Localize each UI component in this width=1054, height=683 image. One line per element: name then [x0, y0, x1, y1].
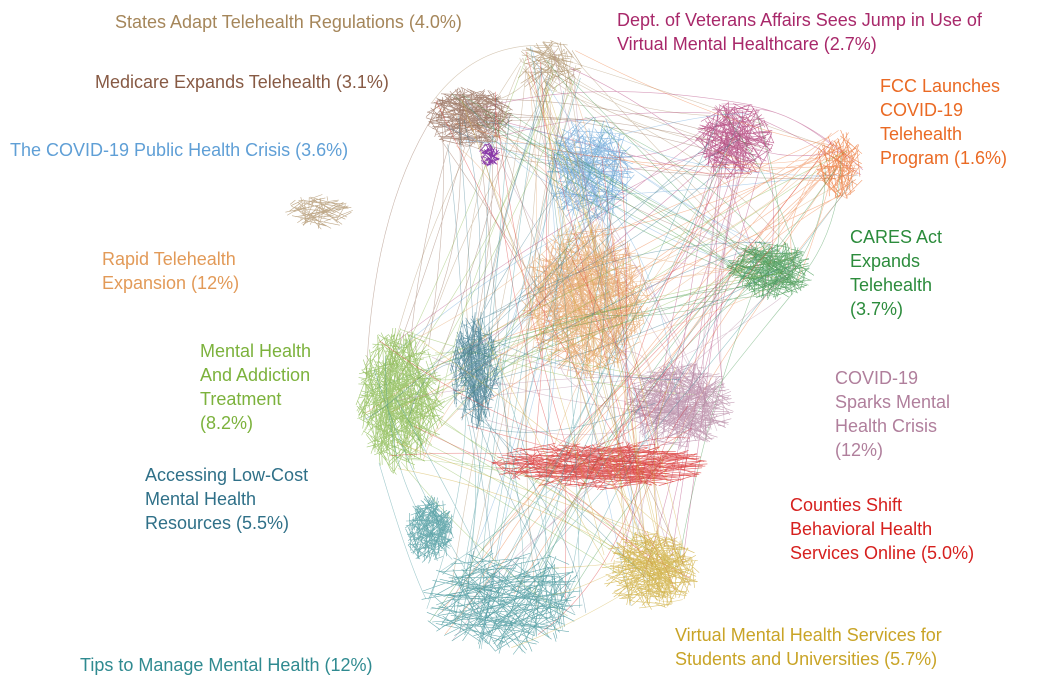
label-line: Sparks Mental: [835, 392, 950, 412]
cluster-label: Accessing Low-Cost Mental Health Resources…: [145, 465, 308, 533]
label-line: Counties Shift: [790, 495, 902, 515]
network-edges: [285, 41, 863, 655]
label-line: Behavioral Health: [790, 519, 932, 539]
label-line: Services Online (5.0%): [790, 543, 974, 563]
cluster-label: The COVID-19 Public Health Crisis (3.6%): [10, 140, 348, 160]
cluster-label: Counties Shift Behavioral Health Services …: [790, 495, 974, 563]
label-line: Dept. of Veterans Affairs Sees Jump in U…: [617, 10, 983, 30]
label-line: Expands: [850, 251, 920, 271]
label-line: States Adapt Telehealth Regulations (4.0…: [115, 12, 462, 32]
cluster-labels: States Adapt Telehealth Regulations (4.0…: [10, 10, 1007, 675]
label-line: CARES Act: [850, 227, 942, 247]
label-line: Students and Universities (5.7%): [675, 649, 937, 669]
network-figure: States Adapt Telehealth Regulations (4.0…: [0, 0, 1054, 683]
label-line: The COVID-19 Public Health Crisis (3.6%): [10, 140, 348, 160]
label-line: Treatment: [200, 389, 281, 409]
label-line: Telehealth: [850, 275, 932, 295]
label-line: (3.7%): [850, 299, 903, 319]
label-line: (12%): [835, 440, 883, 460]
label-line: Health Crisis: [835, 416, 937, 436]
label-line: Resources (5.5%): [145, 513, 289, 533]
cluster-label: COVID-19 Sparks Mental Health Crisis (12%): [835, 368, 950, 460]
label-line: Tips to Manage Mental Health (12%): [80, 655, 372, 675]
label-line: Accessing Low-Cost: [145, 465, 308, 485]
label-line: And Addiction: [200, 365, 310, 385]
label-line: FCC Launches: [880, 76, 1000, 96]
label-line: Telehealth: [880, 124, 962, 144]
label-line: (8.2%): [200, 413, 253, 433]
cluster-label: Dept. of Veterans Affairs Sees Jump in U…: [617, 10, 983, 54]
label-line: Program (1.6%): [880, 148, 1007, 168]
label-line: Expansion (12%): [102, 273, 239, 293]
label-line: Mental Health: [200, 341, 311, 361]
cluster-label: Medicare Expands Telehealth (3.1%): [95, 72, 389, 92]
label-line: Medicare Expands Telehealth (3.1%): [95, 72, 389, 92]
cluster-edges: [356, 328, 445, 475]
label-line: Virtual Mental Healthcare (2.7%): [617, 34, 877, 54]
label-line: Virtual Mental Health Services for: [675, 625, 942, 645]
label-line: COVID-19: [880, 100, 963, 120]
cluster-edges: [285, 41, 582, 230]
label-line: COVID-19: [835, 368, 918, 388]
cluster-label: Tips to Manage Mental Health (12%): [80, 655, 372, 675]
cluster-label: Virtual Mental Health Services for Studen…: [675, 625, 942, 669]
cluster-label: FCC Launches COVID-19 Telehealth Program (1…: [880, 76, 1007, 168]
cluster-label: CARES Act Expands Telehealth (3.7%): [850, 227, 942, 319]
cluster-edges: [491, 442, 707, 490]
label-line: Mental Health: [145, 489, 256, 509]
cluster-label: Mental Health And Addiction Treatment (8.2%…: [200, 341, 311, 433]
cluster-label: Rapid Telehealth Expansion (12%): [102, 249, 239, 293]
cluster-label: States Adapt Telehealth Regulations (4.0…: [115, 12, 462, 32]
label-line: Rapid Telehealth: [102, 249, 236, 269]
